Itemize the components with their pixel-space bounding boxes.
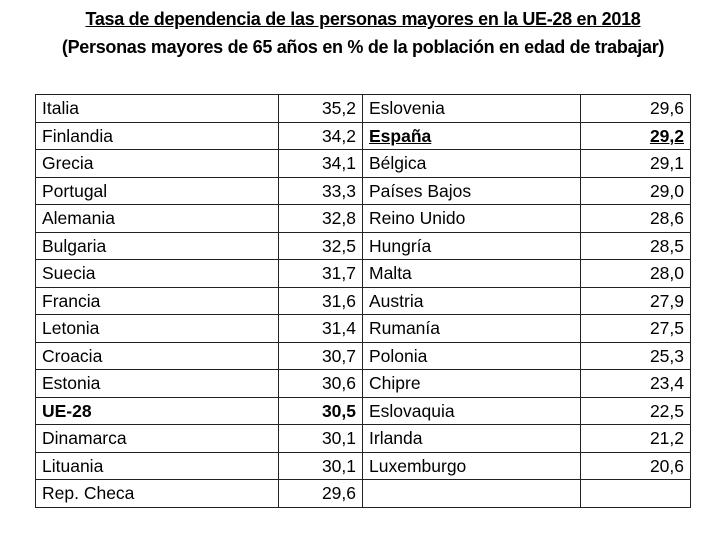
value-cell: 27,9 xyxy=(580,286,691,315)
value-cell: 30,5 xyxy=(278,396,363,425)
value-cell: 31,4 xyxy=(278,314,363,343)
value-cell: 29,0 xyxy=(580,176,691,205)
country-cell: Rep. Checa xyxy=(35,479,279,508)
table-title: Tasa de dependencia de las personas mayo… xyxy=(85,9,641,29)
table-row: Francia 31,6 Austria 27,9 xyxy=(35,286,691,315)
value-cell: 29,6 xyxy=(580,94,691,123)
country-cell: España xyxy=(362,121,581,150)
country-cell: Austria xyxy=(362,286,581,315)
dependency-ratio-table: Italia 35,2 Eslovenia 29,6 Finlandia 34,2 Espa… xyxy=(35,94,691,508)
country-cell: Países Bajos xyxy=(362,176,581,205)
table-row: Suecia 31,7 Malta 28,0 xyxy=(35,259,691,288)
table-row: UE-28 30,5 Eslovaquia 22,5 xyxy=(35,396,691,425)
value-cell: 22,5 xyxy=(580,396,691,425)
value-cell xyxy=(580,479,691,508)
country-cell: Estonia xyxy=(35,369,279,398)
country-cell: Irlanda xyxy=(362,424,581,453)
country-cell: Chipre xyxy=(362,369,581,398)
country-cell: Malta xyxy=(362,259,581,288)
value-cell: 30,7 xyxy=(278,341,363,370)
table-row: Italia 35,2 Eslovenia 29,6 xyxy=(35,94,691,123)
country-cell: Dinamarca xyxy=(35,424,279,453)
table-subtitle: (Personas mayores de 65 años en % de la … xyxy=(61,37,665,57)
table-row: Estonia 30,6 Chipre 23,4 xyxy=(35,369,691,398)
value-cell: 31,7 xyxy=(278,259,363,288)
table-row: Dinamarca 30,1 Irlanda 21,2 xyxy=(35,424,691,453)
value-cell: 21,2 xyxy=(580,424,691,453)
country-cell: Luxemburgo xyxy=(362,451,581,480)
country-cell: Bulgaria xyxy=(35,231,279,260)
country-cell: Croacia xyxy=(35,341,279,370)
country-cell: Letonia xyxy=(35,314,279,343)
value-cell: 28,6 xyxy=(580,204,691,233)
table-row: Alemania 32,8 Reino Unido 28,6 xyxy=(35,204,691,233)
country-cell: Reino Unido xyxy=(362,204,581,233)
table-row: Portugal 33,3 Países Bajos 29,0 xyxy=(35,176,691,205)
value-cell: 27,5 xyxy=(580,314,691,343)
country-cell: Grecia xyxy=(35,149,279,178)
value-cell: 23,4 xyxy=(580,369,691,398)
value-cell: 20,6 xyxy=(580,451,691,480)
value-cell: 35,2 xyxy=(278,94,363,123)
value-cell: 32,5 xyxy=(278,231,363,260)
country-cell: Bélgica xyxy=(362,149,581,178)
country-cell: Francia xyxy=(35,286,279,315)
country-cell: Italia xyxy=(35,94,279,123)
value-cell: 34,2 xyxy=(278,121,363,150)
table-row: Grecia 34,1 Bélgica 29,1 xyxy=(35,149,691,178)
value-cell: 29,6 xyxy=(278,479,363,508)
table-row: Rep. Checa 29,6 xyxy=(35,479,691,508)
value-cell: 33,3 xyxy=(278,176,363,205)
value-cell: 30,1 xyxy=(278,451,363,480)
value-cell: 29,2 xyxy=(580,121,691,150)
value-cell: 28,0 xyxy=(580,259,691,288)
country-cell: Polonia xyxy=(362,341,581,370)
country-cell: Rumanía xyxy=(362,314,581,343)
value-cell: 25,3 xyxy=(580,341,691,370)
country-cell xyxy=(362,479,581,508)
country-cell: Lituania xyxy=(35,451,279,480)
country-cell: Hungría xyxy=(362,231,581,260)
country-cell: Eslovaquia xyxy=(362,396,581,425)
value-cell: 30,1 xyxy=(278,424,363,453)
table-row: Finlandia 34,2 España 29,2 xyxy=(35,121,691,150)
table-row: Bulgaria 32,5 Hungría 28,5 xyxy=(35,231,691,260)
value-cell: 28,5 xyxy=(580,231,691,260)
country-cell: Portugal xyxy=(35,176,279,205)
value-cell: 32,8 xyxy=(278,204,363,233)
table-row: Letonia 31,4 Rumanía 27,5 xyxy=(35,314,691,343)
country-cell: UE-28 xyxy=(35,396,279,425)
country-cell: Suecia xyxy=(35,259,279,288)
value-cell: 31,6 xyxy=(278,286,363,315)
value-cell: 29,1 xyxy=(580,149,691,178)
country-cell: Finlandia xyxy=(35,121,279,150)
value-cell: 34,1 xyxy=(278,149,363,178)
table-row: Croacia 30,7 Polonia 25,3 xyxy=(35,341,691,370)
country-cell: Alemania xyxy=(35,204,279,233)
value-cell: 30,6 xyxy=(278,369,363,398)
country-cell: Eslovenia xyxy=(362,94,581,123)
table-row: Lituania 30,1 Luxemburgo 20,6 xyxy=(35,451,691,480)
